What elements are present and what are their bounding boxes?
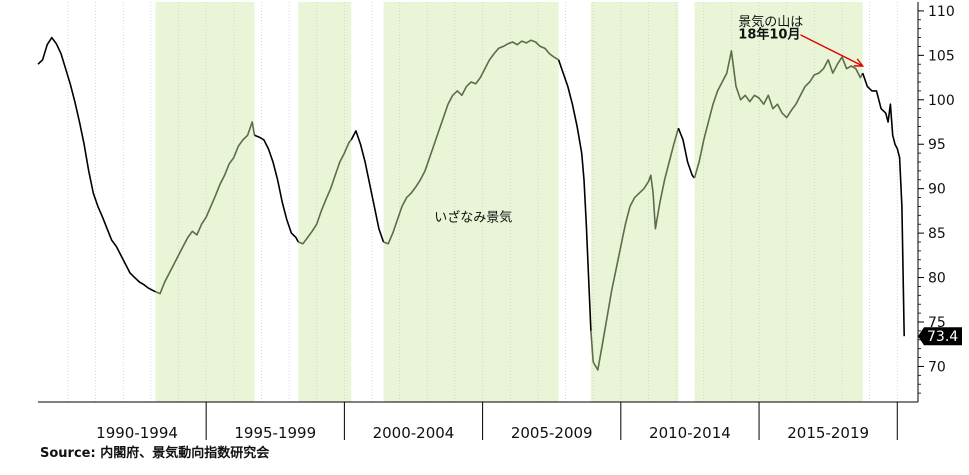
y-tick-label-100: 100: [928, 93, 955, 109]
series-line-10: [861, 72, 905, 337]
series-line-4: [350, 130, 385, 243]
last-value-badge-bg: [918, 327, 962, 346]
y-tick-label-95: 95: [928, 137, 946, 153]
series-line-6: [557, 59, 592, 331]
series-line-7: [590, 127, 680, 371]
x-period-label-3: 2005-2009: [511, 424, 593, 442]
last-value-label: 73.4: [927, 329, 958, 345]
arrow-head: [853, 58, 865, 67]
source-note: Source: 内閣府、景気動向指数研究会: [40, 446, 270, 461]
annotation-text-1: 景気の山は: [738, 14, 803, 30]
series-line-5: [383, 39, 560, 245]
last-value-badge: 73.4: [918, 327, 962, 346]
x-period-label-0: 1990-1994: [96, 424, 178, 442]
gridlines-group: [67, 2, 898, 402]
axes-group: 70 75 80 85 90 95 100 105 110 73.4 1990-1994 1995-1…: [38, 2, 962, 442]
shade-band-3: [590, 2, 679, 402]
y-tick-label-110: 110: [928, 4, 955, 20]
y-tick-label-105: 105: [928, 48, 955, 64]
y-tick-label-85: 85: [928, 226, 946, 242]
series-line-8: [677, 127, 696, 179]
x-period-label-1: 1995-1999: [234, 424, 316, 442]
series-line-0: [37, 36, 156, 293]
y-tick-label-75: 75: [928, 315, 946, 331]
shade-band-0: [155, 2, 255, 402]
shade-band-2: [383, 2, 559, 402]
series-line-1: [155, 121, 256, 295]
recession-shading-group: [155, 2, 863, 402]
arrow-shaft: [800, 34, 864, 67]
annotation-text-2: 18年10月: [738, 26, 800, 42]
series-line-9: [693, 50, 864, 179]
series-line-2: [254, 134, 300, 243]
shade-band-4: [694, 2, 863, 402]
y-tick-label-80: 80: [928, 271, 946, 287]
y-tick-label-70: 70: [928, 359, 946, 375]
x-period-label-4: 2010-2014: [649, 424, 731, 442]
x-period-label-5: 2015-2019: [787, 424, 869, 442]
y-tick-label-90: 90: [928, 182, 946, 198]
x-period-label-2: 2000-2004: [373, 424, 455, 442]
series-group: [37, 36, 905, 371]
series-line-3: [298, 139, 352, 245]
annotation-text-0: いざなみ景気: [434, 210, 512, 226]
